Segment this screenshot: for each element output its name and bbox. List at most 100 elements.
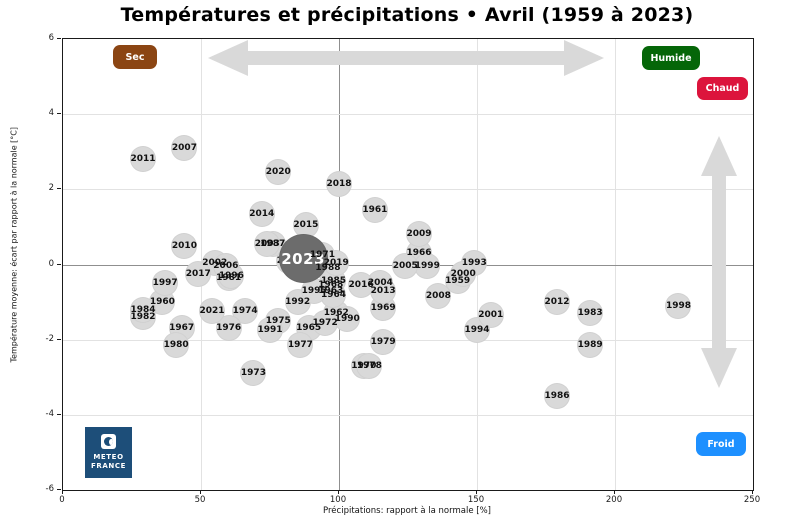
quadrant-badge-chaud: Chaud (697, 77, 748, 100)
data-point-1998 (665, 292, 692, 319)
data-point-1983 (577, 300, 604, 327)
data-point-label-1973: 1973 (240, 368, 266, 379)
data-point-label-1985: 1985 (320, 276, 346, 287)
data-point-2015 (292, 212, 319, 239)
badge-sec-label: Sec (125, 51, 145, 63)
x-tick-mark-250 (752, 490, 753, 494)
data-point-2008 (425, 283, 452, 310)
y-axis-label: Température moyenne: écart par rapport à… (9, 126, 19, 363)
data-point-1980 (163, 332, 190, 359)
data-point-label-1976: 1976 (216, 323, 242, 334)
data-point-label-2015: 2015 (293, 220, 319, 231)
badge-humide-label: Humide (650, 52, 692, 64)
x-tick-label-100: 100 (329, 495, 347, 505)
data-point-label-1977: 1977 (287, 340, 313, 351)
data-point-label-1982: 1982 (130, 312, 156, 323)
data-point-label-1966: 1966 (406, 248, 432, 259)
data-point-1984 (130, 296, 157, 323)
gridline-y-4 (63, 114, 753, 116)
data-point-label-1987: 1987 (260, 238, 286, 249)
data-point-label-1990: 1990 (334, 313, 360, 324)
data-point-label-1964: 1964 (320, 289, 346, 300)
x-axis-label: Précipitations: rapport à la normale [%] (323, 506, 491, 516)
data-point-1997 (152, 270, 179, 297)
x-tick-mark-200 (614, 490, 615, 494)
data-point-label-1993: 1993 (461, 257, 487, 268)
data-point-label-1967: 1967 (169, 323, 195, 334)
x-tick-label-200: 200 (605, 495, 623, 505)
data-point-2023 (278, 234, 328, 284)
data-point-label-1962: 1962 (323, 308, 349, 319)
data-point-label-1989: 1989 (577, 340, 603, 351)
y-tick-label--2: -2 (45, 333, 54, 344)
data-point-label-2000: 2000 (450, 268, 476, 279)
data-point-2013 (370, 277, 397, 304)
y-tick-label--4: -4 (45, 408, 54, 419)
data-point-label-1980: 1980 (163, 340, 189, 351)
data-point-label-1979: 1979 (370, 336, 396, 347)
data-point-label-1988: 1988 (315, 263, 341, 274)
data-point-label-2014: 2014 (249, 208, 275, 219)
data-point-label-1986: 1986 (544, 391, 570, 402)
gridline-y--2 (63, 339, 753, 341)
cold-warm-arrow-icon (701, 136, 737, 388)
data-point-1977 (287, 332, 314, 359)
data-point-2005 (392, 253, 419, 280)
data-point-label-1984: 1984 (130, 304, 156, 315)
quadrant-badge-sec: Sec (113, 45, 157, 69)
arrows-layer (208, 40, 737, 388)
y-tick-mark--2 (57, 338, 61, 340)
meteo-france-logo-dot (104, 437, 113, 446)
data-point-label-1999: 1999 (414, 261, 440, 272)
data-point-1961 (361, 197, 388, 223)
data-point-2010 (171, 232, 198, 259)
data-point-label-2003: 2003 (254, 238, 280, 249)
data-point-2001 (477, 302, 504, 329)
data-point-2006 (212, 253, 239, 280)
data-point-label-1969: 1969 (370, 302, 396, 313)
data-point-label-2016: 2016 (348, 280, 374, 291)
data-point-label-2011: 2011 (130, 154, 156, 165)
data-point-label-1960: 1960 (149, 297, 175, 308)
logo-text-line1: METEO (93, 453, 124, 461)
data-point-label-2013: 2013 (370, 285, 396, 296)
data-point-2014 (248, 200, 275, 227)
x-tick-label-150: 150 (467, 495, 485, 505)
points-layer: 1959 1960 1961 1962 1963 1964 1965 1966 1967 1968… (63, 39, 753, 490)
gridline-y--4 (63, 414, 753, 416)
logo-text-line2: FRANCE (91, 461, 126, 470)
y-tick-mark-2 (57, 188, 61, 190)
data-point-2021 (199, 298, 226, 325)
meteo-france-logo: METEO FRANCE (85, 427, 132, 478)
data-point-2016 (348, 272, 375, 299)
x-tick-mark-0 (62, 490, 63, 494)
data-point-1989 (577, 332, 604, 359)
data-point-label-1997: 1997 (152, 278, 178, 289)
data-point-label-1965: 1965 (296, 323, 322, 334)
data-point-2003 (254, 230, 281, 257)
y-tick-mark-4 (57, 113, 61, 115)
quadrant-badge-humide: Humide (642, 46, 700, 70)
badge-froid-label: Froid (707, 438, 735, 450)
y-tick-label-4: 4 (48, 108, 54, 119)
data-point-label-2010: 2010 (171, 240, 197, 251)
data-point-label-2005: 2005 (392, 261, 418, 272)
data-point-label-2006: 2006 (213, 261, 239, 272)
data-point-label-1998: 1998 (665, 300, 691, 311)
dry-wet-arrow-icon (208, 40, 604, 76)
data-point-label-1970: 1970 (351, 360, 377, 371)
data-point-1978 (356, 352, 383, 379)
data-point-label-2002: 2002 (202, 257, 228, 268)
y-tick-mark--6 (57, 489, 61, 490)
x-tick-mark-100 (338, 490, 339, 494)
data-point-label-1992: 1992 (285, 297, 311, 308)
data-point-label-1995: 1995 (301, 285, 327, 296)
x-tick-mark-50 (200, 490, 201, 494)
data-point-label-2001: 2001 (478, 310, 504, 321)
data-point-label-2023: 2023 (281, 249, 325, 268)
data-point-2012 (544, 289, 571, 316)
data-point-label-1972: 1972 (312, 317, 338, 328)
data-point-1972 (312, 309, 339, 336)
gridline-y-2 (63, 189, 753, 191)
